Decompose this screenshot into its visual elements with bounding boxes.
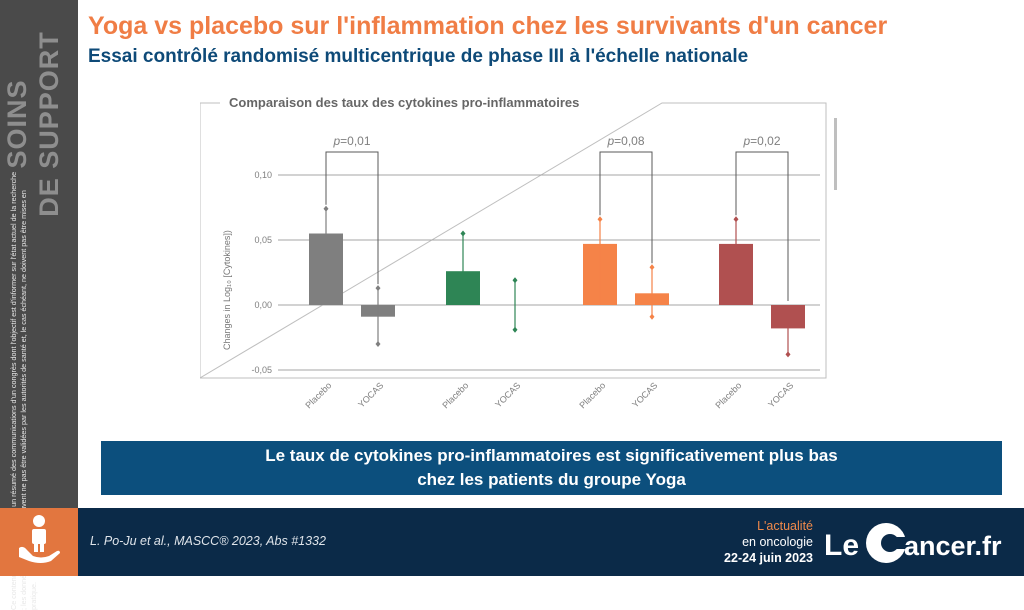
- p-symbol: p: [606, 134, 614, 148]
- event-line1: L'actualité: [757, 519, 813, 533]
- y-tick-label: 0,05: [254, 235, 272, 245]
- chart-frame: [200, 102, 827, 379]
- error-marker: [375, 285, 381, 292]
- x-tick-label: YOCAS: [493, 380, 522, 409]
- citation: L. Po-Ju et al., MASCC® 2023, Abs #1332: [90, 534, 326, 548]
- conclusion-line1: Le taux de cytokines pro-inflammatoires …: [265, 446, 838, 465]
- footer: L. Po-Ju et al., MASCC® 2023, Abs #1332 …: [78, 508, 1024, 576]
- conclusion-banner: Le taux de cytokines pro-inflammatoires …: [101, 441, 1002, 495]
- event-dates: 22-24 juin 2023: [724, 551, 813, 565]
- event-info: L'actualité en oncologie 22-24 juin 2023: [678, 518, 813, 566]
- p-value-label: p=0,01: [332, 134, 370, 148]
- y-tick-label: 0,10: [254, 170, 272, 180]
- p-symbol: p: [742, 134, 750, 148]
- p-value-label: p=0,02: [742, 134, 780, 148]
- x-tick-label: YOCAS: [356, 380, 385, 409]
- p-value-bracket: [599, 151, 653, 264]
- p-value: =0,08: [614, 134, 645, 148]
- error-marker: [785, 351, 791, 358]
- page-title: Yoga vs placebo sur l'inflammation chez …: [88, 12, 888, 40]
- x-tick-label: YOCAS: [766, 380, 795, 409]
- x-tick-label: Placebo: [713, 380, 743, 410]
- legend-bar: [834, 118, 837, 190]
- error-marker: [649, 313, 655, 320]
- p-value: =0,01: [340, 134, 371, 148]
- c-circle-logo-icon: [866, 523, 910, 563]
- error-marker: [375, 341, 381, 347]
- chart-title: Comparaison des taux des cytokines pro-i…: [229, 95, 579, 110]
- x-tick-label: Placebo: [303, 380, 333, 410]
- y-tick-label: -0,05: [251, 365, 272, 375]
- x-tick-label: Placebo: [440, 380, 470, 410]
- error-marker: [733, 216, 739, 223]
- logo-le: Le: [824, 529, 859, 562]
- page-subtitle: Essai contrôlé randomisé multicentrique …: [88, 46, 749, 67]
- conclusion-line2: chez les patients du groupe Yoga: [417, 470, 686, 489]
- y-axis-label: Changes in Log₁₀ [Cytokines]): [222, 230, 232, 350]
- cytokine-chart: Comparaison des taux des cytokines pro-i…: [200, 95, 837, 410]
- error-marker: [649, 264, 655, 271]
- error-marker: [512, 277, 518, 284]
- le-cancer-logo[interactable]: Le ancer.fr: [824, 520, 1014, 566]
- person-in-hand-icon: [19, 515, 60, 563]
- x-tick-label: YOCAS: [630, 380, 659, 409]
- error-marker: [460, 230, 466, 237]
- p-value: =0,02: [750, 134, 781, 148]
- error-marker: [512, 326, 518, 333]
- logo-ancer: ancer.fr: [904, 531, 1002, 561]
- p-symbol: p: [332, 134, 340, 148]
- p-value-label: p=0,08: [606, 134, 644, 148]
- x-tick-label: Placebo: [577, 380, 607, 410]
- y-tick-label: 0,00: [254, 300, 272, 310]
- p-value-bracket: [325, 151, 379, 285]
- p-value-bracket: [735, 151, 789, 301]
- error-marker: [323, 205, 329, 212]
- event-line2: en oncologie: [742, 535, 813, 549]
- sidebar: SOINS DE SUPPORT Ce contenu est un rappo…: [0, 0, 78, 610]
- error-marker: [597, 216, 603, 223]
